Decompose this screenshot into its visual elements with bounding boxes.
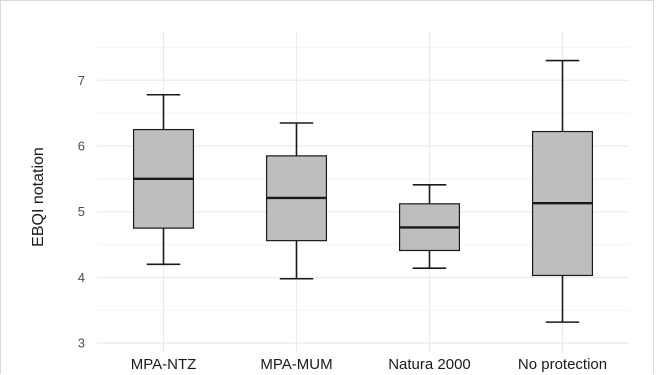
y-axis-label: EBQI notation	[30, 147, 47, 247]
box-mpa-ntz	[132, 93, 195, 266]
y-tick-label: 5	[78, 204, 85, 219]
y-tick-label: 7	[78, 73, 85, 88]
y-tick-label: 6	[78, 139, 85, 154]
x-axis-ticks: MPA-NTZ MPA-MUM Natura 2000 No protection	[131, 356, 607, 373]
y-axis-ticks: 3 4 5 6 7	[78, 73, 85, 351]
y-tick-label: 3	[78, 336, 85, 351]
x-tick-label: No protection	[518, 356, 607, 373]
box-natura-2000	[398, 183, 461, 270]
box-mpa-mum	[265, 122, 328, 280]
x-tick-label: Natura 2000	[388, 356, 471, 373]
y-tick-label: 4	[78, 270, 85, 285]
box-no-protection	[531, 59, 594, 323]
x-tick-label: MPA-MUM	[260, 356, 332, 373]
plot-marks	[132, 59, 594, 323]
x-tick-label: MPA-NTZ	[131, 356, 197, 373]
